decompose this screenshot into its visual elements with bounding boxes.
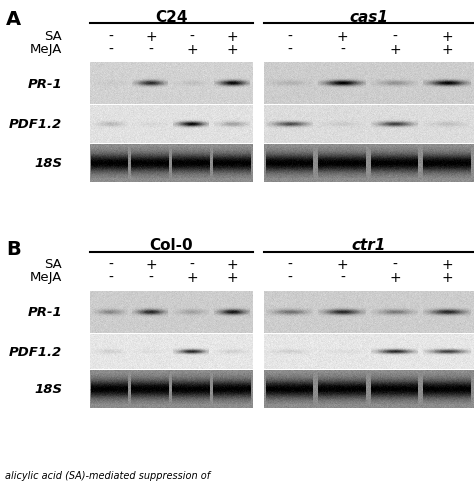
Text: -: - [393, 257, 398, 272]
Text: MeJA: MeJA [29, 271, 62, 284]
Text: 18S: 18S [34, 383, 62, 396]
Text: -: - [108, 30, 113, 44]
Text: SA: SA [44, 30, 62, 44]
Text: B: B [6, 240, 21, 258]
Text: -: - [340, 271, 345, 285]
Text: +: + [390, 271, 401, 285]
Text: -: - [393, 30, 398, 44]
Text: +: + [337, 30, 348, 44]
Text: +: + [186, 271, 198, 285]
Text: +: + [146, 30, 157, 44]
Text: PDF1.2: PDF1.2 [9, 345, 62, 358]
Text: PR-1: PR-1 [27, 77, 62, 91]
Text: SA: SA [44, 258, 62, 271]
Text: A: A [6, 10, 21, 29]
Text: -: - [108, 43, 113, 57]
Text: +: + [227, 257, 238, 272]
Text: PDF1.2: PDF1.2 [9, 118, 62, 131]
Text: -: - [340, 43, 345, 57]
Text: -: - [288, 271, 292, 285]
Text: Col-0: Col-0 [150, 238, 193, 253]
Text: -: - [288, 30, 292, 44]
Text: +: + [186, 43, 198, 57]
Text: -: - [190, 257, 194, 272]
Text: +: + [442, 271, 454, 285]
Text: +: + [337, 257, 348, 272]
Text: +: + [390, 43, 401, 57]
Text: -: - [149, 43, 154, 57]
Text: -: - [190, 30, 194, 44]
Text: +: + [227, 271, 238, 285]
Text: MeJA: MeJA [29, 44, 62, 56]
Text: +: + [442, 257, 454, 272]
Text: C24: C24 [155, 10, 188, 25]
Text: +: + [227, 30, 238, 44]
Text: PR-1: PR-1 [27, 306, 62, 319]
Text: alicylic acid (SA)-mediated suppression of: alicylic acid (SA)-mediated suppression … [5, 470, 213, 480]
Text: +: + [146, 257, 157, 272]
Text: -: - [288, 257, 292, 272]
Text: cas1: cas1 [349, 10, 389, 25]
Text: -: - [288, 43, 292, 57]
Text: ctr1: ctr1 [352, 238, 386, 253]
Text: -: - [108, 271, 113, 285]
Text: +: + [442, 30, 454, 44]
Text: -: - [149, 271, 154, 285]
Text: +: + [442, 43, 454, 57]
Text: -: - [108, 257, 113, 272]
Text: 18S: 18S [34, 157, 62, 170]
Text: +: + [227, 43, 238, 57]
